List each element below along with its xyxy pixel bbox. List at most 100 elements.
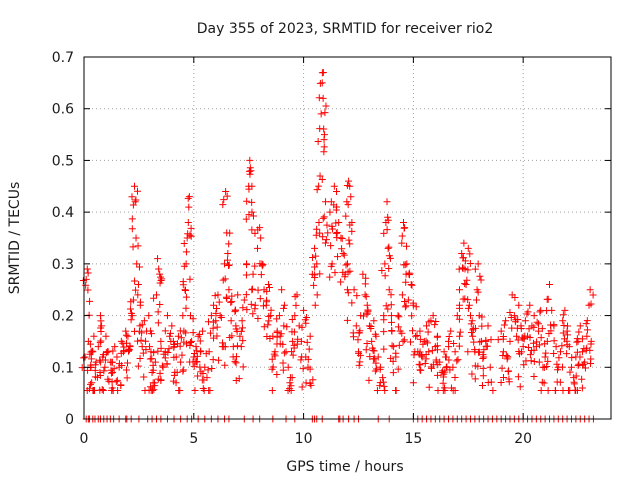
data-point xyxy=(451,373,459,381)
data-point xyxy=(131,198,139,206)
data-point xyxy=(344,268,352,276)
data-point xyxy=(530,323,538,331)
data-point xyxy=(341,273,349,281)
data-point xyxy=(279,366,287,374)
data-point xyxy=(389,357,397,365)
data-point xyxy=(565,343,573,351)
data-point xyxy=(320,213,328,221)
data-point xyxy=(589,291,597,299)
data-point xyxy=(108,358,116,366)
data-point xyxy=(489,387,497,395)
data-point xyxy=(583,326,591,334)
data-point xyxy=(568,354,576,362)
grid-lines xyxy=(84,57,611,419)
data-point xyxy=(125,346,133,354)
data-point xyxy=(158,275,166,283)
data-point xyxy=(86,297,94,305)
data-point xyxy=(408,312,416,320)
data-point xyxy=(387,312,395,320)
data-point xyxy=(163,312,171,320)
data-point xyxy=(131,182,139,190)
data-point xyxy=(243,261,251,269)
data-point xyxy=(536,341,544,349)
data-point xyxy=(132,234,140,242)
data-point xyxy=(194,372,202,380)
x-tick-label: 20 xyxy=(514,431,532,447)
data-point xyxy=(453,357,461,365)
data-point xyxy=(400,261,408,269)
data-point xyxy=(199,369,207,377)
data-point xyxy=(258,260,266,268)
data-point xyxy=(385,286,393,294)
data-point xyxy=(88,379,96,387)
data-point xyxy=(538,325,546,333)
data-point xyxy=(235,375,243,383)
data-point xyxy=(291,312,299,320)
data-point xyxy=(582,320,590,328)
data-point xyxy=(86,340,94,348)
data-point xyxy=(384,244,392,252)
data-point xyxy=(87,355,95,363)
data-point xyxy=(248,285,256,293)
data-point xyxy=(172,353,180,361)
data-point xyxy=(273,371,281,379)
data-point xyxy=(586,286,594,294)
data-point xyxy=(445,343,453,351)
data-point xyxy=(225,240,233,248)
data-point xyxy=(453,312,461,320)
data-point xyxy=(403,242,411,250)
data-point xyxy=(240,296,248,304)
data-point xyxy=(128,215,136,223)
data-point xyxy=(243,197,251,205)
data-point xyxy=(338,245,346,253)
data-point xyxy=(442,364,450,372)
data-point xyxy=(107,369,115,377)
data-point xyxy=(576,322,584,330)
data-point xyxy=(127,316,135,324)
data-point xyxy=(514,373,522,381)
data-point xyxy=(387,318,395,326)
data-point xyxy=(223,192,231,200)
data-point xyxy=(508,324,516,332)
data-point xyxy=(498,364,506,372)
data-point xyxy=(544,387,552,395)
data-point xyxy=(264,281,272,289)
data-point xyxy=(217,314,225,322)
data-point xyxy=(123,374,131,382)
data-point xyxy=(196,337,204,345)
data-point xyxy=(499,332,507,340)
data-point xyxy=(219,201,227,209)
data-point xyxy=(198,376,206,384)
data-point xyxy=(137,336,145,344)
data-point xyxy=(560,321,568,329)
data-point xyxy=(380,316,388,324)
data-point xyxy=(401,224,409,232)
data-point xyxy=(150,349,158,357)
data-point xyxy=(133,187,141,195)
data-point xyxy=(219,276,227,284)
data-point xyxy=(338,235,346,243)
data-point xyxy=(122,331,130,339)
data-point xyxy=(350,286,358,294)
data-point xyxy=(533,338,541,346)
data-point xyxy=(207,329,215,337)
data-point xyxy=(251,229,259,237)
data-point xyxy=(155,265,163,273)
data-point xyxy=(221,361,229,369)
data-point xyxy=(514,336,522,344)
data-point xyxy=(318,69,326,77)
data-point xyxy=(182,248,190,256)
data-point xyxy=(497,327,505,335)
data-point xyxy=(567,363,575,371)
data-point xyxy=(587,340,595,348)
data-point xyxy=(486,363,494,371)
data-point xyxy=(182,293,190,301)
data-point xyxy=(575,328,583,336)
data-point xyxy=(578,375,586,383)
data-point xyxy=(477,276,485,284)
data-point xyxy=(166,329,174,337)
x-tick-label: 0 xyxy=(80,431,89,447)
data-point xyxy=(546,281,554,289)
data-point xyxy=(530,372,538,380)
data-point xyxy=(179,367,187,375)
